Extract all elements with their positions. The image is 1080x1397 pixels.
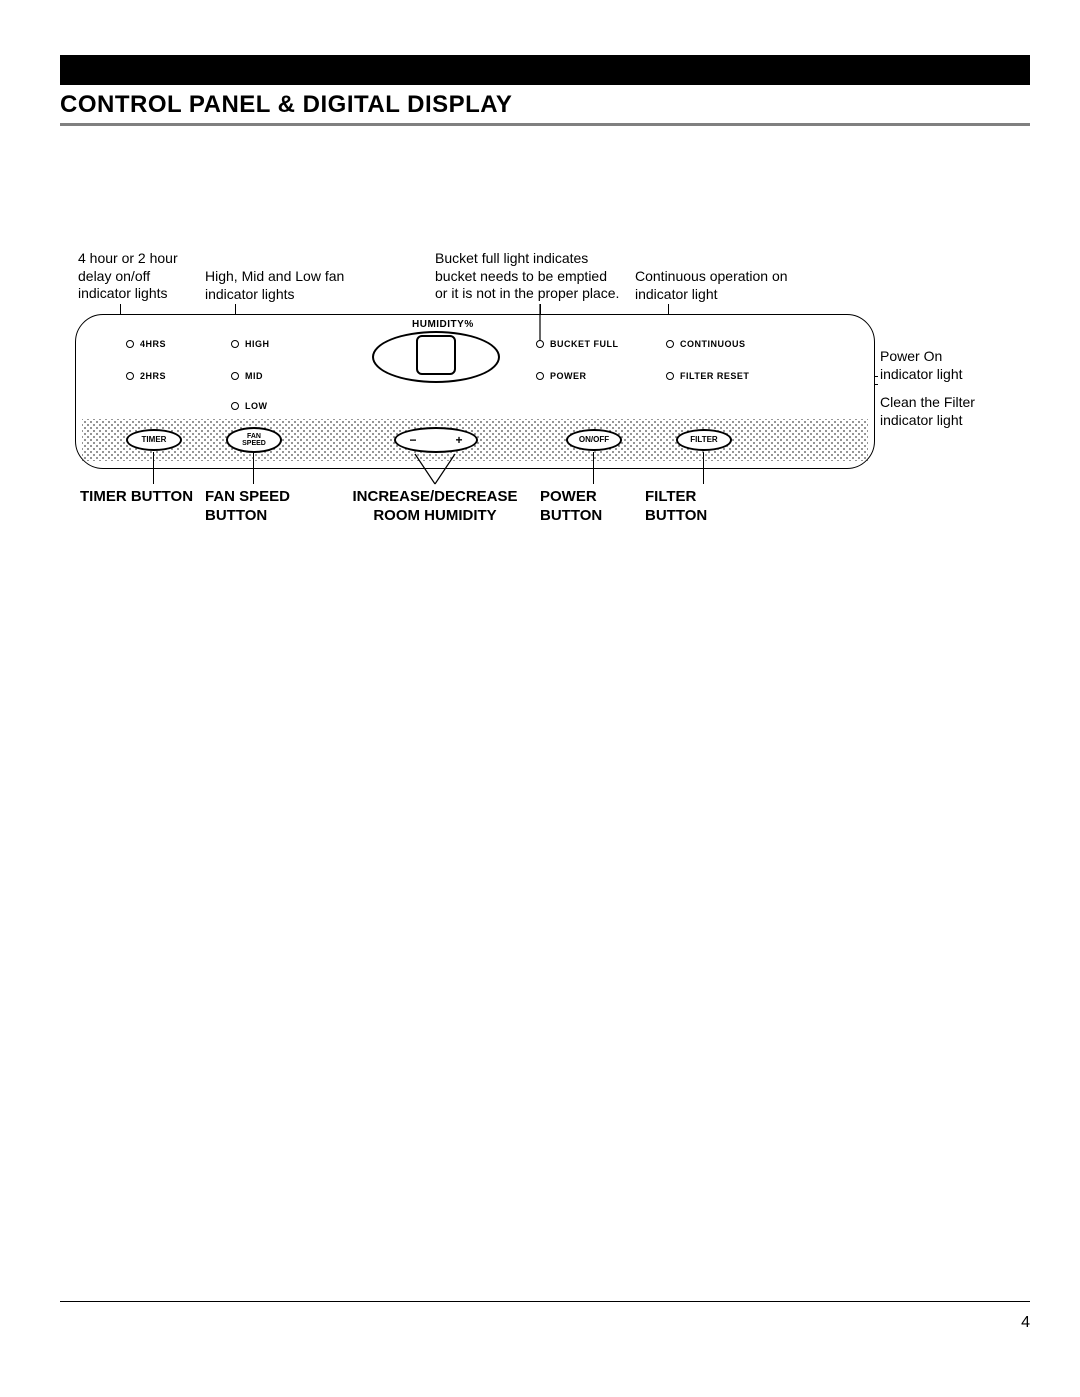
title-underline	[60, 123, 1030, 126]
indicator-label: HIGH	[245, 339, 270, 349]
indicator-label: LOW	[245, 401, 268, 411]
indicator-bucket-full: BUCKET FULL	[536, 339, 619, 349]
button-label: ON/OFF	[579, 436, 609, 444]
led-icon	[666, 372, 674, 380]
indicator-4hrs: 4HRS	[126, 339, 166, 349]
callout-fan-lights: High, Mid and Low fan indicator lights	[205, 268, 344, 303]
callout-continuous: Continuous operation on indicator light	[635, 268, 788, 303]
indicator-label: FILTER RESET	[680, 371, 749, 381]
led-icon	[231, 340, 239, 348]
callout-power-on: Power On indicator light	[880, 348, 963, 383]
indicator-high: HIGH	[231, 339, 270, 349]
filter-button[interactable]: FILTER	[676, 429, 732, 451]
humidity-adjust-button[interactable]: − +	[394, 427, 478, 453]
timer-button[interactable]: TIMER	[126, 429, 182, 451]
indicator-label: POWER	[550, 371, 587, 381]
header-bar	[60, 55, 1030, 85]
indicator-label: 2HRS	[140, 371, 166, 381]
button-label: FILTER	[690, 436, 717, 444]
section-title: CONTROL PANEL & DIGITAL DISPLAY	[60, 91, 1030, 119]
led-icon	[231, 372, 239, 380]
led-icon	[666, 340, 674, 348]
indicator-mid: MID	[231, 371, 263, 381]
led-icon	[536, 372, 544, 380]
indicator-label: BUCKET FULL	[550, 339, 619, 349]
indicator-label: MID	[245, 371, 263, 381]
indicator-continuous: CONTINUOUS	[666, 339, 746, 349]
fan-speed-button[interactable]: FAN SPEED	[226, 427, 282, 453]
footer-rule	[60, 1301, 1030, 1302]
leader-diagonal	[60, 256, 61, 257]
leader-line	[253, 452, 254, 484]
leader-line	[593, 452, 594, 484]
led-icon	[536, 340, 544, 348]
leader-line	[703, 452, 704, 484]
callout-bucket-full: Bucket full light indicates bucket needs…	[435, 250, 619, 303]
button-label: TIMER	[142, 436, 167, 444]
below-label-power: POWER BUTTON	[540, 488, 650, 526]
below-label-humidity: INCREASE/DECREASE ROOM HUMIDITY	[315, 488, 555, 526]
led-icon	[231, 402, 239, 410]
minus-icon[interactable]: −	[404, 431, 422, 449]
indicator-filter-reset: FILTER RESET	[666, 371, 749, 381]
indicator-power: POWER	[536, 371, 587, 381]
control-panel-body: HUMIDITY% 4HRS 2HRS HIGH MID LOW	[75, 314, 875, 469]
indicator-low: LOW	[231, 401, 268, 411]
page-container: CONTROL PANEL & DIGITAL DISPLAY 4 hour o…	[60, 55, 1030, 1337]
callout-filter-clean: Clean the Filter indicator light	[880, 394, 975, 429]
button-label: FAN SPEED	[242, 433, 266, 447]
led-icon	[126, 340, 134, 348]
below-label-filter: FILTER BUTTON	[645, 488, 765, 526]
callout-timer-lights: 4 hour or 2 hour delay on/off indicator …	[78, 250, 178, 303]
page-number: 4	[1021, 1314, 1030, 1332]
humidity-display-window	[416, 335, 456, 375]
indicator-label: 4HRS	[140, 339, 166, 349]
indicator-label: CONTINUOUS	[680, 339, 746, 349]
indicator-2hrs: 2HRS	[126, 371, 166, 381]
power-button[interactable]: ON/OFF	[566, 429, 622, 451]
leader-line	[153, 452, 154, 484]
control-panel-diagram: 4 hour or 2 hour delay on/off indicator …	[60, 256, 1030, 596]
led-icon	[126, 372, 134, 380]
humidity-percent-label: HUMIDITY%	[412, 319, 474, 330]
plus-icon[interactable]: +	[450, 431, 468, 449]
